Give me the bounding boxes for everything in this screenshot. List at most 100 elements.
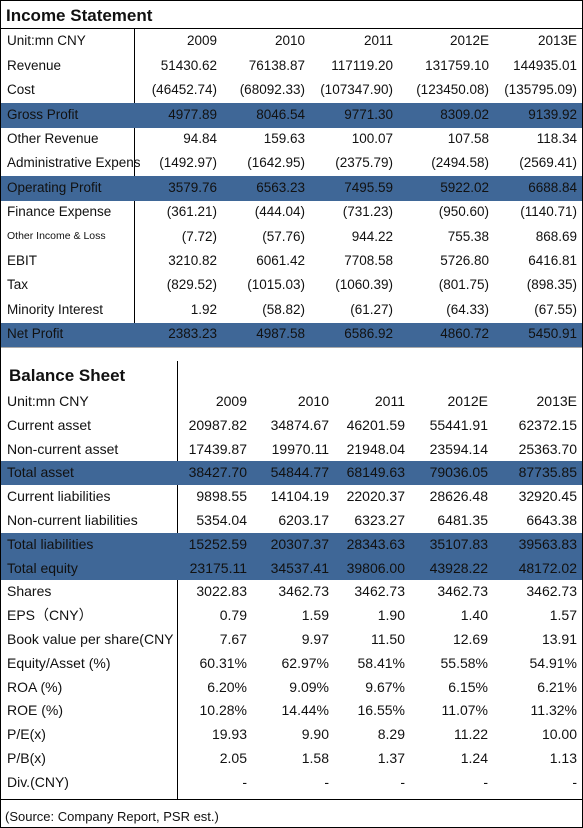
cell-value: 8.29 [377,726,405,743]
cell-value: 15252.59 [188,535,247,552]
divider [1,28,582,29]
cell-value: 17439.87 [188,440,247,457]
cell-value: 6416.81 [528,253,577,269]
cell-value: 23594.14 [429,440,488,457]
cell-value: 6688.84 [528,179,577,195]
cell-value: 54844.77 [270,464,329,481]
cell-value: - [400,773,405,790]
cell-value: (2375.79) [335,155,393,171]
row-label: Non-current asset [7,440,119,457]
cell-value: (68092.33) [239,82,305,98]
cell-value: 9.90 [301,726,329,743]
cell-value: - [572,773,577,790]
cell-value: 43928.22 [429,559,488,576]
cell-value: 2383.23 [168,326,217,342]
cell-value: 11.32% [530,702,577,719]
cell-value: 55441.91 [429,416,488,433]
cell-value: (46452.74) [151,82,217,98]
cell-value: (64.33) [446,301,489,317]
cell-value: 117119.20 [331,57,393,73]
divider [1,799,582,800]
cell-value: 87735.85 [518,464,577,481]
cell-value: (1060.39) [335,277,393,293]
row-label: Minority Interest [7,301,104,317]
cell-value: 20307.37 [270,535,329,552]
cell-value: 100.07 [351,131,393,147]
row-label: Administrative Expens [7,155,141,171]
cell-value: 28343.63 [346,535,405,552]
cell-value: 1.24 [460,749,488,766]
cell-value: 9.09% [289,678,329,695]
cell-value: 1.37 [377,749,405,766]
cell-value: 3462.73 [278,583,329,600]
row-label: Total equity [7,559,78,576]
cell-value: 35107.83 [429,535,488,552]
balance-title: Balance Sheet [9,366,126,385]
cell-value: 7.67 [219,630,247,647]
row-label: P/B(x) [7,749,46,766]
row-label: Other Income & Loss [7,230,106,243]
cell-value: 1.90 [377,607,405,624]
cell-value: - [324,773,329,790]
cell-value: 4987.58 [256,326,305,342]
row-label: Other Revenue [7,131,99,147]
cell-value: (731.23) [342,204,393,220]
cell-value: 3462.73 [526,583,577,600]
cell-value: (950.60) [438,204,489,220]
row-label: ROE (%) [7,702,63,719]
row-label: P/E(x) [7,726,46,743]
cell-value: 13.91 [541,630,577,647]
cell-value: 2013E [537,33,577,49]
divider [1,347,582,348]
cell-value: 9.97 [301,630,329,647]
income-title: Income Statement [6,6,153,25]
cell-value: 107.58 [447,131,489,147]
cell-value: (1140.71) [520,204,577,220]
cell-value: 11.22 [454,726,488,743]
cell-value: (67.55) [534,301,577,317]
cell-value: 55.58% [440,654,488,671]
source-note: (Source: Company Report, PSR est.) [5,809,219,824]
cell-value: 23175.11 [189,559,247,576]
row-highlight [1,103,582,128]
cell-value: - [483,773,488,790]
cell-value: (1642.95) [247,155,305,171]
row-label: Revenue [7,57,62,73]
cell-value: 10.28% [199,702,247,719]
cell-value: 34537.41 [270,559,329,576]
cell-value: 4977.89 [168,106,217,122]
cell-value: (2494.58) [431,155,489,171]
cell-value: 20987.82 [188,416,247,433]
cell-value: 34874.67 [270,416,329,433]
row-highlight [1,532,582,557]
cell-value: 6323.27 [354,511,405,528]
cell-value: 76138.87 [248,57,305,73]
cell-value: 68149.63 [346,464,405,481]
cell-value: 22020.37 [346,488,405,505]
cell-value: 14104.19 [270,488,329,505]
cell-value: 3462.73 [437,583,488,600]
cell-value: 62.97% [281,654,329,671]
cell-value: 11.07% [441,702,488,719]
cell-value: (107347.90) [320,82,393,98]
cell-value: 54.91% [529,654,577,671]
cell-value: 118.34 [536,131,577,147]
row-label: Cost [7,82,35,98]
cell-value: (1015.03) [247,277,305,293]
cell-value: 62372.15 [518,416,577,433]
cell-value: (801.75) [438,277,489,293]
cell-value: 16.55% [357,702,405,719]
cell-value: 1.13 [549,749,577,766]
cell-value: 21948.04 [346,440,405,457]
cell-value: 5922.02 [440,179,489,195]
cell-value: 2009 [215,392,247,409]
cell-value: 2011 [374,392,405,409]
cell-value: (135795.09) [504,82,577,98]
row-highlight [1,461,582,486]
cell-value: 39806.00 [346,559,405,576]
row-label: Finance Expense [7,204,112,220]
cell-value: 4860.72 [440,326,489,342]
row-label: Current liabilities [7,488,111,505]
row-label: Equity/Asset (%) [7,654,111,671]
